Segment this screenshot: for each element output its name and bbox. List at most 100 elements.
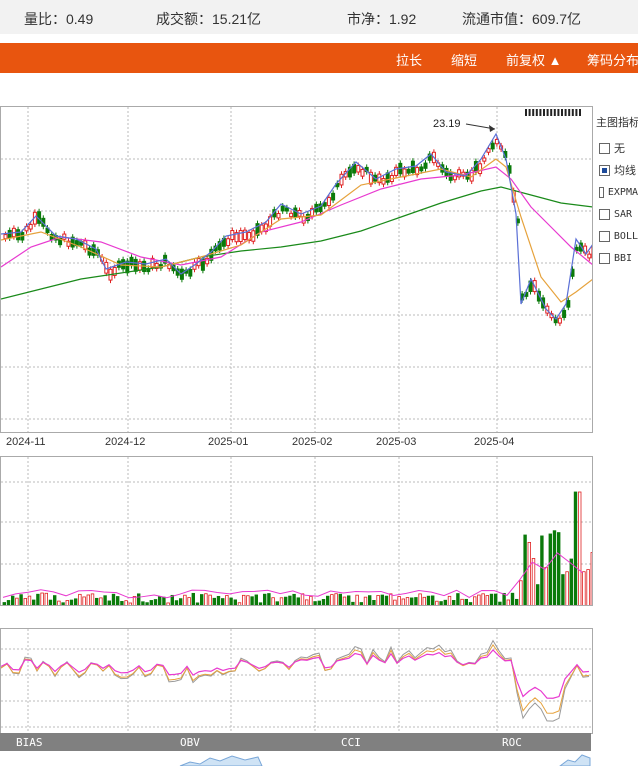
- checkbox[interactable]: [599, 208, 610, 220]
- volume-bar: [283, 596, 288, 605]
- indicator-option-bbi[interactable]: BBI: [596, 247, 638, 269]
- x-axis-label: 2025-03: [376, 436, 417, 448]
- ma5-line: [1, 132, 592, 320]
- volume-bar: [40, 592, 44, 605]
- volume-bar: [384, 595, 389, 605]
- volume-bar: [107, 600, 111, 605]
- volume-bar: [367, 595, 372, 605]
- volume-bar: [561, 574, 565, 605]
- indicator-option-expma[interactable]: EXPMA: [596, 181, 638, 203]
- volume-bar: [136, 593, 141, 605]
- candle-body: [394, 166, 399, 176]
- volume-bar: [212, 597, 216, 605]
- tab-cci[interactable]: CCI: [341, 736, 361, 749]
- volume-bar: [27, 595, 32, 605]
- volume-bar: [65, 600, 69, 605]
- event-marker: [579, 109, 581, 116]
- event-marker: [568, 109, 571, 116]
- checkbox-checked[interactable]: [599, 164, 610, 176]
- candle-body: [217, 241, 222, 251]
- volume-bar: [233, 599, 237, 605]
- event-marker: [525, 109, 527, 116]
- event-marker: [535, 109, 538, 116]
- indicator-line-1: [1, 639, 590, 722]
- candle-body: [566, 300, 571, 308]
- indicator-option-ma[interactable]: 均线: [596, 159, 638, 181]
- volume-bar: [31, 599, 36, 605]
- checkbox[interactable]: [599, 186, 604, 198]
- volume-bar: [443, 599, 447, 605]
- candle-body: [310, 207, 315, 218]
- event-marker: [571, 109, 574, 116]
- volume-bar: [116, 596, 120, 605]
- indicator-option-boll[interactable]: BOLL: [596, 225, 638, 247]
- volume-bar: [388, 593, 393, 605]
- volume-bar: [338, 593, 342, 605]
- event-marker: [528, 109, 531, 116]
- candle-body: [419, 166, 424, 172]
- kline-panel[interactable]: [0, 106, 593, 433]
- ma60-line: [1, 186, 592, 300]
- shrink-button[interactable]: 缩短: [451, 53, 478, 68]
- volume-bar: [330, 594, 334, 605]
- candle-body: [226, 238, 231, 247]
- candle-body: [406, 168, 411, 174]
- candle-body: [121, 259, 126, 270]
- volume-bar: [19, 594, 23, 605]
- volume-bar: [23, 598, 27, 605]
- candle-body: [574, 246, 579, 252]
- indicator-panel[interactable]: [0, 628, 593, 734]
- volume-bar: [321, 599, 326, 605]
- candle-body: [557, 317, 562, 324]
- x-axis-label: 2025-04: [474, 436, 515, 448]
- checkbox[interactable]: [599, 142, 610, 154]
- pb-ratio: 市净：1.92: [347, 11, 417, 27]
- volume-bar: [44, 592, 48, 605]
- volume-bar: [405, 597, 410, 605]
- volume-bar: [401, 598, 405, 605]
- volume-bar: [376, 595, 380, 605]
- tab-obv[interactable]: OBV: [180, 736, 200, 749]
- event-marker: [546, 109, 549, 116]
- volume-bar: [414, 597, 418, 605]
- candle-body: [125, 260, 130, 274]
- volume-bar: [69, 599, 74, 605]
- volume-bar: [447, 595, 452, 605]
- checkbox[interactable]: [599, 230, 610, 242]
- volume-bar: [477, 594, 481, 605]
- volume-bar: [468, 602, 473, 605]
- navigator-strip[interactable]: [0, 752, 591, 766]
- volume-bar: [573, 491, 578, 605]
- volume-bar: [489, 593, 494, 605]
- volume-bar: [418, 593, 422, 605]
- volume-bar: [372, 600, 376, 605]
- indicator-option-sar[interactable]: SAR: [596, 203, 638, 225]
- ma20-line: [1, 166, 592, 268]
- volume-bar: [48, 599, 53, 605]
- volume-bar: [342, 596, 347, 605]
- volume-bar: [141, 601, 145, 605]
- peak-price-label: 23.19: [433, 118, 461, 130]
- volume-bar: [170, 594, 174, 605]
- volume-bar: [426, 595, 431, 605]
- volume-bar: [481, 593, 485, 605]
- tab-roc[interactable]: ROC: [502, 736, 522, 749]
- candle-body: [591, 245, 592, 259]
- volume-bar: [95, 597, 99, 605]
- tab-bias[interactable]: BIAS: [16, 736, 43, 749]
- adjust-mode-dropdown[interactable]: 前复权 ▲: [506, 53, 562, 68]
- volume-bar: [195, 602, 200, 605]
- stretch-button[interactable]: 拉长: [396, 53, 423, 68]
- event-marker: [532, 109, 535, 116]
- indicator-tabs: BIAS OBV CCI ROC: [0, 733, 591, 751]
- volume-bar: [544, 566, 548, 605]
- chip-distribution-button[interactable]: 筹码分布: [587, 53, 638, 68]
- volume-panel[interactable]: [0, 456, 593, 606]
- volume-bar: [153, 599, 158, 605]
- indicator-option-none[interactable]: 无: [596, 137, 638, 159]
- event-marker: [553, 109, 556, 116]
- volume-bar: [409, 597, 414, 605]
- checkbox[interactable]: [599, 252, 610, 264]
- volume-bar: [162, 596, 166, 605]
- volume-bar: [325, 595, 330, 605]
